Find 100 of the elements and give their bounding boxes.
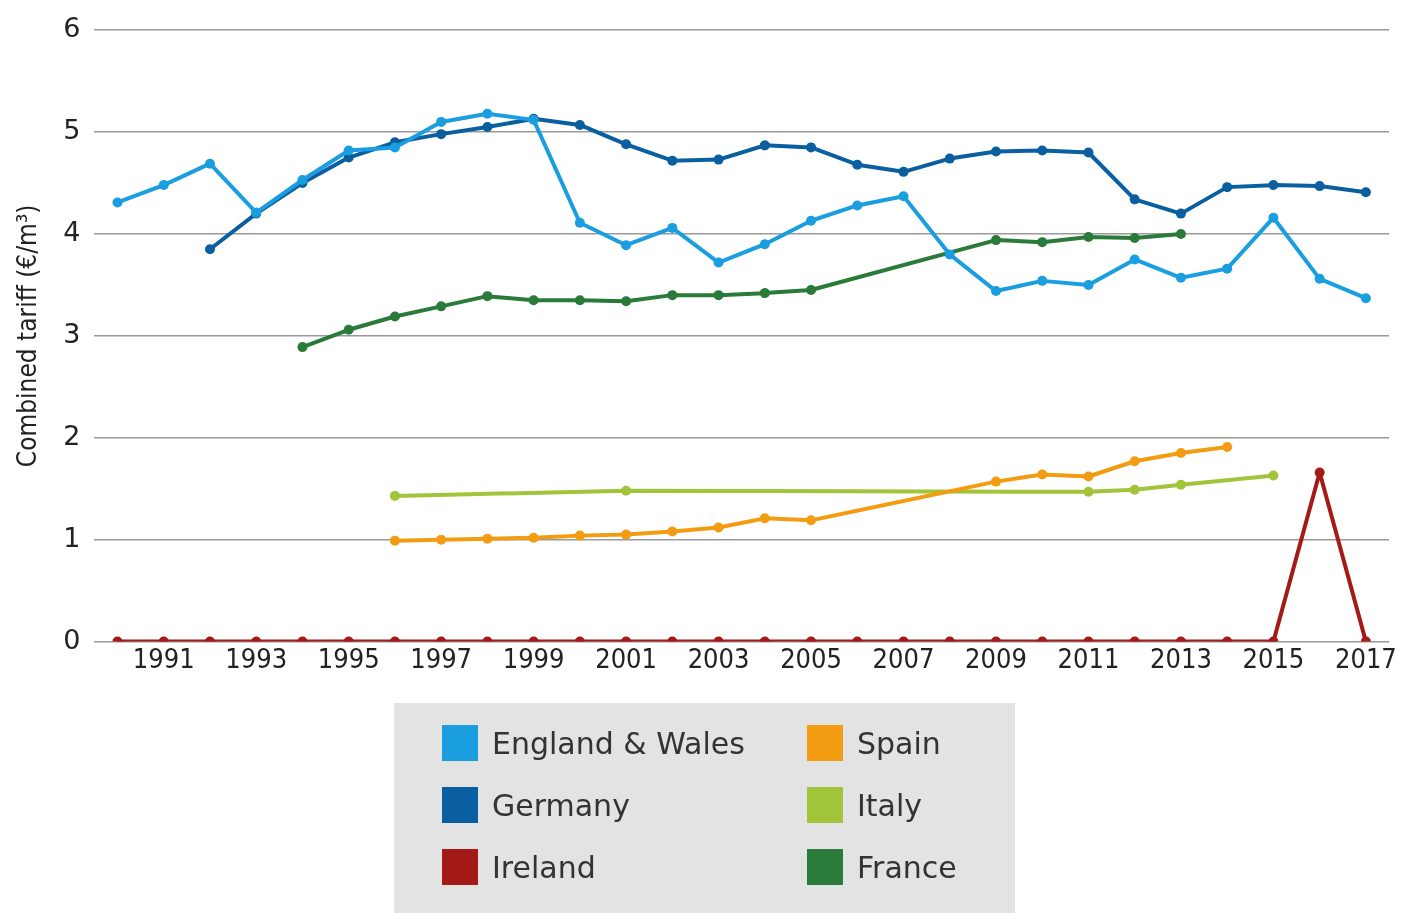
point xyxy=(1222,263,1233,274)
y-tick-label: 4 xyxy=(63,216,81,248)
x-tick-label: 1993 xyxy=(225,642,288,674)
point xyxy=(1037,237,1048,248)
point xyxy=(990,286,1001,297)
point xyxy=(1083,147,1094,158)
point xyxy=(1083,486,1094,497)
y-tick-label: 1 xyxy=(63,521,81,553)
point xyxy=(1175,208,1186,219)
point xyxy=(621,139,632,150)
point xyxy=(667,526,678,537)
point xyxy=(667,290,678,301)
point xyxy=(944,249,955,260)
point xyxy=(898,191,909,202)
point xyxy=(944,153,955,164)
point xyxy=(297,174,308,185)
legend-label: Ireland xyxy=(492,849,596,885)
point xyxy=(1175,479,1186,490)
point xyxy=(1037,145,1048,156)
point xyxy=(1360,293,1371,304)
point xyxy=(990,476,1001,487)
x-tick-label: 1995 xyxy=(317,642,380,674)
point xyxy=(759,513,770,524)
point xyxy=(389,142,400,153)
point xyxy=(482,291,493,302)
point xyxy=(852,159,863,170)
point xyxy=(1175,272,1186,283)
point xyxy=(297,342,308,353)
x-tick-label: 1991 xyxy=(132,642,195,674)
point xyxy=(1129,233,1140,244)
point xyxy=(667,222,678,233)
point xyxy=(667,155,678,166)
point xyxy=(1268,470,1279,481)
point xyxy=(1314,181,1325,192)
point xyxy=(713,290,724,301)
point xyxy=(389,311,400,322)
point xyxy=(436,129,447,140)
point xyxy=(204,244,215,255)
point xyxy=(482,122,493,133)
x-tick-label: 2011 xyxy=(1057,642,1120,674)
point xyxy=(898,166,909,177)
x-tick-label: 2015 xyxy=(1242,642,1305,674)
point xyxy=(621,529,632,540)
point xyxy=(806,515,817,526)
point xyxy=(482,533,493,544)
point xyxy=(436,534,447,545)
point xyxy=(574,295,585,306)
point xyxy=(713,154,724,165)
point xyxy=(759,140,770,151)
legend-label: Germany xyxy=(492,787,630,823)
x-tick-label: 2017 xyxy=(1334,642,1397,674)
x-tick-label: 2013 xyxy=(1150,642,1212,674)
point xyxy=(1360,187,1371,198)
x-tick-label: 2003 xyxy=(687,642,750,674)
point xyxy=(713,522,724,533)
point xyxy=(1083,232,1094,243)
legend-label: England & Wales xyxy=(492,725,745,761)
x-tick-label: 2005 xyxy=(780,642,842,674)
point xyxy=(1268,212,1279,223)
point xyxy=(759,288,770,299)
point xyxy=(1129,484,1140,495)
y-axis-title: Combined tariff (€/m³) xyxy=(12,204,43,468)
point xyxy=(482,108,493,119)
legend-label: Spain xyxy=(857,725,941,761)
point xyxy=(1083,471,1094,482)
y-tick-label: 2 xyxy=(63,419,81,451)
x-tick-label: 2009 xyxy=(965,642,1027,674)
point xyxy=(806,285,817,296)
point xyxy=(1175,229,1186,239)
point xyxy=(436,301,447,312)
point xyxy=(389,490,400,501)
point xyxy=(713,257,724,268)
legend-label: France xyxy=(857,849,957,885)
point xyxy=(204,158,215,169)
point xyxy=(1175,448,1186,459)
point xyxy=(990,146,1001,157)
point xyxy=(852,200,863,211)
point xyxy=(1314,273,1325,284)
point xyxy=(1314,467,1325,478)
point xyxy=(806,142,817,153)
point xyxy=(1268,180,1279,191)
point xyxy=(621,296,632,307)
point xyxy=(1129,194,1140,205)
point xyxy=(389,535,400,546)
point xyxy=(436,116,447,127)
point xyxy=(343,324,354,335)
point xyxy=(1037,469,1048,480)
point xyxy=(343,145,354,156)
x-tick-label: 2001 xyxy=(595,642,657,674)
point xyxy=(574,530,585,541)
point xyxy=(990,235,1001,246)
point xyxy=(112,197,123,208)
point xyxy=(621,485,632,496)
legend-label: Italy xyxy=(857,787,923,823)
point xyxy=(528,532,539,543)
x-tick-label: 1999 xyxy=(502,642,565,674)
point xyxy=(1222,441,1233,452)
point xyxy=(759,239,770,250)
x-tick-label: 1997 xyxy=(410,642,473,674)
y-tick-label: 5 xyxy=(63,114,81,146)
